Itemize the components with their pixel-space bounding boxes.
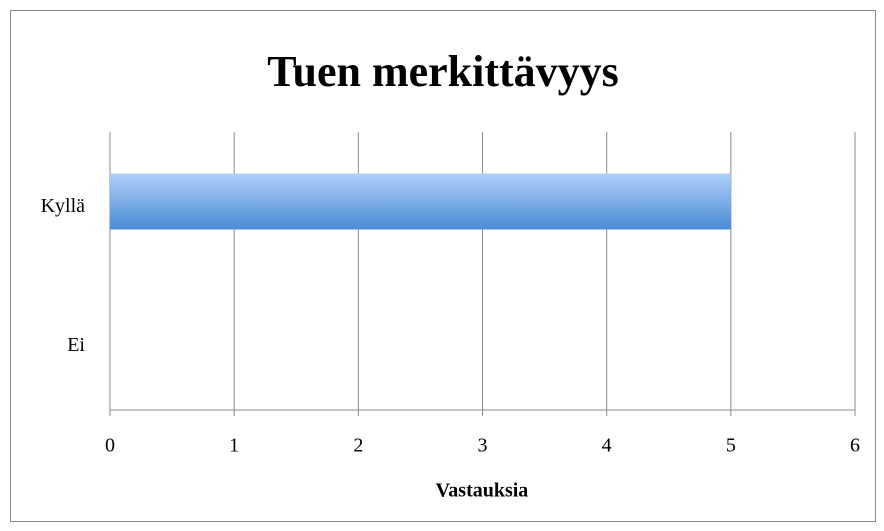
y-tick-label: Kyllä — [41, 195, 86, 217]
x-tick-label: 4 — [602, 435, 612, 457]
x-tick-label: 6 — [850, 435, 860, 457]
x-tick-label: 5 — [726, 435, 736, 457]
x-tick-label: 1 — [229, 435, 239, 457]
chart-title: Tuen merkittävyys — [267, 47, 619, 96]
y-tick-label: Ei — [67, 334, 85, 356]
x-axis-label: Vastauksia — [436, 480, 529, 502]
x-tick-label: 2 — [353, 435, 363, 457]
bar — [110, 173, 731, 230]
x-tick-label: 3 — [478, 435, 488, 457]
x-tick-label: 0 — [105, 435, 115, 457]
